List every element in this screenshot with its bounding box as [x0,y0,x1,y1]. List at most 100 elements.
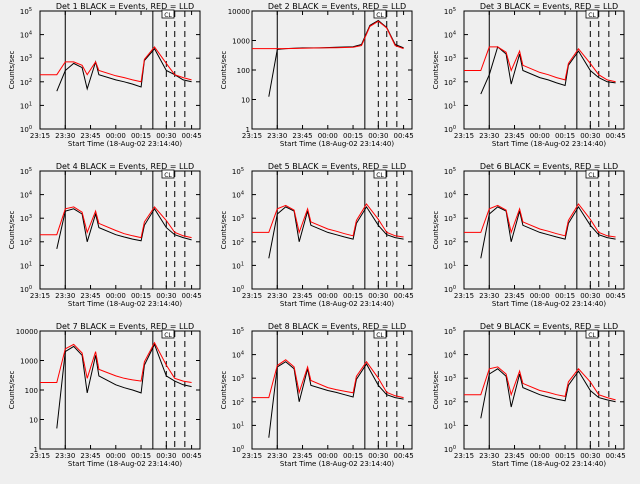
x-tick-label: 23:30 [267,292,287,300]
x-tick-label: 23:15 [30,132,50,140]
flag-box [585,329,599,339]
plot-frame [463,330,625,450]
x-tick-label: 00:00 [106,132,126,140]
y-tick-label: 10000 [228,8,250,16]
x-tick-label: 00:15 [555,292,575,300]
flag-label: CL [588,12,596,19]
x-tick-label: 00:15 [131,452,151,460]
panel-title: Det 5 BLACK = Events, RED = LLD [268,162,406,171]
y-tick-label: 1000 [232,38,250,46]
y-tick-label: 102 [232,238,244,247]
series-line-events [268,205,404,259]
plot-frame [39,330,201,450]
panel-det-3: Det 3 BLACK = Events, RED = LLD 100 101 102… [432,2,626,148]
flag-label: CL [376,12,384,19]
x-tick-label: 00:00 [318,132,338,140]
panel-title: Det 2 BLACK = Events, RED = LLD [268,2,406,11]
flag-label: CL [164,172,172,179]
y-tick-label: 103 [444,214,456,223]
y-tick-label: 105 [20,167,32,176]
series-line-lld [252,20,404,50]
panel-title: Det 6 BLACK = Events, RED = LLD [480,162,618,171]
y-tick-label: 100 [20,285,32,294]
x-tick-label: 00:15 [343,292,363,300]
x-tick-label: 23:30 [479,292,499,300]
panel-title: Det 1 BLACK = Events, RED = LLD [56,2,194,11]
y-tick-label: 103 [232,214,244,223]
x-tick-label: 23:45 [292,292,312,300]
x-tick-label: 23:45 [292,132,312,140]
x-tick-label: 00:45 [393,292,413,300]
x-axis-label: Start Time (18-Aug-02 23:14:40) [68,460,182,468]
y-tick-label: 101 [232,421,244,430]
x-tick-label: 00:30 [368,132,388,140]
y-tick-label: 101 [444,101,456,110]
x-tick-label: 00:45 [605,452,625,460]
x-tick-label: 00:45 [605,292,625,300]
panel-det-2: Det 2 BLACK = Events, RED = LLD 1 10 100 100… [220,2,414,148]
x-tick-label: 23:45 [80,292,100,300]
panel-det-7: Det 7 BLACK = Events, RED = LLD 1 10 100 100… [8,322,202,468]
x-tick-label: 00:30 [580,452,600,460]
series-line-events [56,343,192,429]
x-tick-label: 00:00 [530,292,550,300]
y-tick-label: 1 [34,446,38,454]
y-axis-label: Counts/sec [220,51,228,90]
y-tick-label: 105 [232,167,244,176]
flag-box [373,169,387,179]
x-tick-label: 00:15 [555,452,575,460]
series-line-events [268,361,404,438]
x-tick-label: 23:45 [504,292,524,300]
series-line-lld [252,359,404,399]
y-tick-label: 103 [20,214,32,223]
y-tick-label: 104 [20,191,32,200]
x-tick-label: 00:00 [530,132,550,140]
y-tick-label: 100 [444,125,456,134]
y-tick-label: 101 [20,101,32,110]
y-tick-label: 105 [444,7,456,16]
x-tick-label: 00:15 [131,292,151,300]
x-tick-label: 00:00 [530,452,550,460]
x-axis-label: Start Time (18-Aug-02 23:14:40) [280,300,394,308]
x-axis-label: Start Time (18-Aug-02 23:14:40) [280,140,394,148]
x-tick-label: 00:45 [605,132,625,140]
y-tick-label: 10 [241,97,250,105]
y-tick-label: 104 [232,191,244,200]
flag-box [373,329,387,339]
panel-title: Det 4 BLACK = Events, RED = LLD [56,162,194,171]
x-tick-label: 00:00 [318,292,338,300]
x-tick-label: 00:45 [181,132,201,140]
y-tick-label: 103 [444,374,456,383]
x-tick-label: 23:15 [242,292,262,300]
x-tick-label: 23:30 [55,292,75,300]
x-axis-label: Start Time (18-Aug-02 23:14:40) [280,460,394,468]
panel-title: Det 7 BLACK = Events, RED = LLD [56,322,194,331]
y-axis-label: Counts/sec [8,371,16,410]
y-tick-label: 102 [444,238,456,247]
plot-frame [251,10,413,130]
x-tick-label: 00:00 [106,452,126,460]
y-tick-label: 104 [232,351,244,360]
y-axis-label: Counts/sec [432,371,440,410]
x-tick-label: 23:15 [30,292,50,300]
y-tick-label: 102 [444,78,456,87]
y-tick-label: 104 [444,191,456,200]
x-tick-label: 23:45 [504,452,524,460]
y-tick-label: 105 [444,327,456,336]
y-tick-label: 103 [444,54,456,63]
y-tick-label: 101 [232,261,244,270]
x-tick-label: 23:45 [292,452,312,460]
x-tick-label: 23:30 [267,452,287,460]
x-axis-label: Start Time (18-Aug-02 23:14:40) [68,300,182,308]
x-tick-label: 00:45 [393,452,413,460]
plot-frame [463,170,625,290]
series-line-lld [40,341,192,383]
flag-label: CL [164,12,172,19]
y-tick-label: 1 [246,126,250,134]
y-tick-label: 100 [444,285,456,294]
series-line-events [480,368,616,419]
panel-title: Det 9 BLACK = Events, RED = LLD [480,322,618,331]
y-axis-label: Counts/sec [432,51,440,90]
